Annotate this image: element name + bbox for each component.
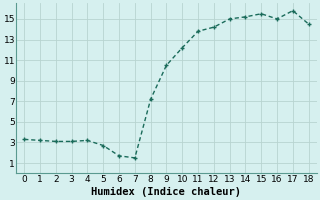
- X-axis label: Humidex (Indice chaleur): Humidex (Indice chaleur): [92, 186, 242, 197]
